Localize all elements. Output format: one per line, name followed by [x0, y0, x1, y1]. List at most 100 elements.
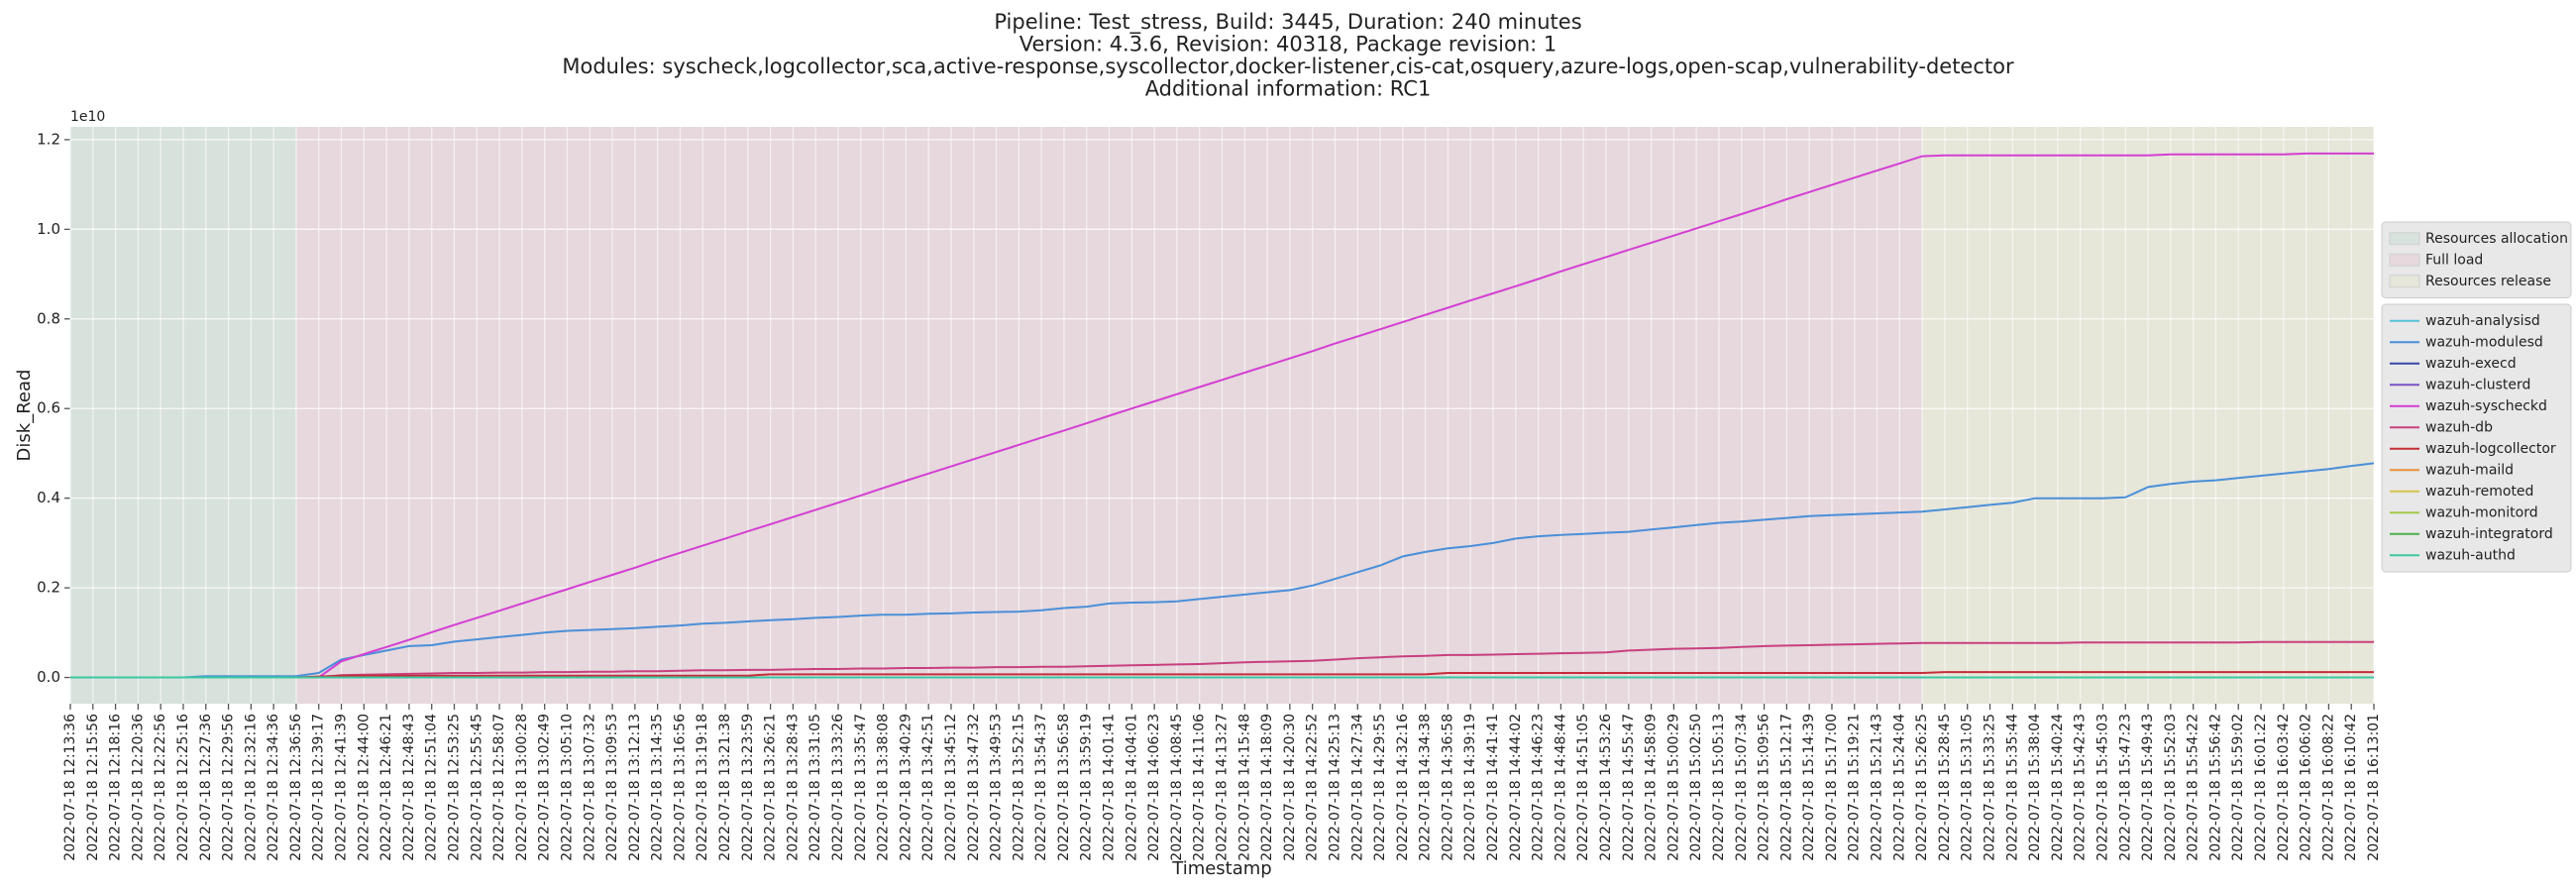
- x-tick-label: 2022-07-18 13:28:43: [785, 714, 801, 861]
- x-tick-label: 2022-07-18 13:16:56: [672, 714, 688, 861]
- x-tick-label: 2022-07-18 14:46:23: [1531, 714, 1547, 861]
- x-tick-label: 2022-07-18 13:19:18: [695, 714, 710, 861]
- x-tick-label: 2022-07-18 15:38:04: [2027, 714, 2043, 861]
- x-tick-label: 2022-07-18 15:07:34: [1734, 714, 1750, 861]
- x-tick-label: 2022-07-18 14:01:41: [1102, 714, 1118, 861]
- x-tick-label: 2022-07-18 14:41:41: [1485, 714, 1501, 861]
- x-tick-label: 2022-07-18 16:13:01: [2366, 714, 2382, 861]
- x-tick-label: 2022-07-18 13:33:26: [830, 714, 846, 861]
- x-tick-label: 2022-07-18 13:54:37: [1033, 714, 1049, 861]
- x-tick-label: 2022-07-18 13:21:38: [717, 714, 733, 861]
- x-tick-label: 2022-07-18 12:22:56: [153, 714, 168, 861]
- x-tick-label: 2022-07-18 15:09:56: [1757, 714, 1772, 861]
- x-tick-label: 2022-07-18 15:56:42: [2207, 714, 2223, 861]
- x-tick-label: 2022-07-18 12:34:36: [266, 714, 281, 861]
- x-tick-label: 2022-07-18 13:00:28: [514, 714, 530, 861]
- x-tick-label: 2022-07-18 15:00:29: [1665, 714, 1681, 861]
- y-tick-label: 0.4: [37, 489, 60, 506]
- x-tick-label: 2022-07-18 14:18:09: [1259, 714, 1275, 861]
- legend-swatch: [2389, 275, 2420, 288]
- x-tick-label: 2022-07-18 14:51:05: [1575, 714, 1591, 861]
- x-tick-label: 2022-07-18 14:27:34: [1349, 714, 1365, 861]
- x-tick-label: 2022-07-18 14:04:01: [1124, 714, 1139, 861]
- chart-title: Version: 4.3.6, Revision: 40318, Package…: [1020, 33, 1557, 56]
- x-tick-label: 2022-07-18 15:14:39: [1801, 714, 1817, 861]
- x-tick-label: 2022-07-18 13:42:51: [920, 714, 936, 861]
- x-tick-label: 2022-07-18 15:28:45: [1937, 714, 1953, 861]
- y-tick-label: 0.6: [37, 399, 60, 417]
- x-tick-label: 2022-07-18 15:26:25: [1914, 714, 1930, 861]
- legend-box: [2381, 221, 2572, 298]
- x-tick-label: 2022-07-18 13:31:05: [807, 714, 823, 861]
- legend-label: wazuh-clusterd: [2425, 377, 2530, 392]
- legend-label: wazuh-execd: [2425, 356, 2517, 372]
- x-tick-label: 2022-07-18 14:20:30: [1282, 714, 1298, 861]
- x-tick-label: 2022-07-18 13:45:12: [943, 714, 959, 861]
- x-tick-label: 2022-07-18 15:45:03: [2094, 714, 2110, 861]
- x-tick-label: 2022-07-18 16:03:42: [2276, 714, 2292, 861]
- x-tick-label: 2022-07-18 14:25:13: [1327, 714, 1342, 861]
- x-tick-label: 2022-07-18 13:26:21: [763, 714, 779, 861]
- legend-label: Resources allocation: [2425, 231, 2568, 247]
- chart-title: Modules: syscheck,logcollector,sca,activ…: [562, 55, 2014, 78]
- x-axis-label: Timestamp: [1171, 858, 1271, 879]
- x-tick-label: 2022-07-18 16:01:22: [2253, 714, 2269, 861]
- x-tick-label: 2022-07-18 14:55:47: [1621, 714, 1637, 861]
- x-tick-label: 2022-07-18 14:32:16: [1395, 714, 1411, 861]
- y-tick-label: 1.2: [37, 130, 60, 148]
- x-tick-label: 2022-07-18 14:15:48: [1236, 714, 1252, 861]
- legend-label: wazuh-remoted: [2425, 484, 2533, 500]
- x-tick-label: 2022-07-18 12:32:16: [243, 714, 259, 861]
- x-tick-label: 2022-07-18 13:05:10: [559, 714, 575, 861]
- x-tick-label: 2022-07-18 12:46:21: [378, 714, 394, 861]
- x-tick-label: 2022-07-18 14:29:55: [1372, 714, 1388, 861]
- legend-label: wazuh-authd: [2425, 547, 2516, 563]
- x-tick-label: 2022-07-18 15:49:43: [2140, 714, 2156, 861]
- y-tick-label: 0.8: [37, 309, 60, 327]
- x-tick-label: 2022-07-18 12:18:16: [108, 714, 124, 861]
- x-tick-label: 2022-07-18 12:55:45: [469, 714, 484, 861]
- x-tick-label: 2022-07-18 12:15:56: [85, 714, 101, 861]
- x-tick-label: 2022-07-18 12:44:00: [356, 714, 372, 861]
- legend-label: wazuh-db: [2425, 419, 2493, 435]
- x-tick-label: 2022-07-18 15:02:50: [1688, 714, 1704, 861]
- legend-label: wazuh-syscheckd: [2425, 398, 2547, 414]
- x-tick-label: 2022-07-18 16:10:42: [2343, 714, 2359, 861]
- x-tick-label: 2022-07-18 15:47:23: [2117, 714, 2133, 861]
- x-tick-label: 2022-07-18 13:12:13: [627, 714, 643, 861]
- legend-label: wazuh-maild: [2425, 462, 2514, 478]
- y-offset-label: 1e10: [70, 109, 105, 125]
- x-tick-label: 2022-07-18 14:34:38: [1418, 714, 1434, 861]
- x-tick-label: 2022-07-18 14:39:19: [1462, 714, 1478, 861]
- x-tick-label: 2022-07-18 14:58:09: [1644, 714, 1660, 861]
- legend-swatch: [2389, 253, 2420, 267]
- x-tick-label: 2022-07-18 12:58:07: [491, 714, 507, 861]
- x-tick-label: 2022-07-18 14:13:27: [1215, 714, 1231, 861]
- y-axis-label: Disk_Read: [14, 370, 35, 462]
- x-tick-label: 2022-07-18 12:29:56: [221, 714, 237, 861]
- x-tick-label: 2022-07-18 13:07:32: [582, 714, 597, 861]
- x-tick-label: 2022-07-18 12:36:56: [288, 714, 304, 861]
- x-tick-label: 2022-07-18 15:21:43: [1870, 714, 1885, 861]
- x-tick-label: 2022-07-18 14:11:06: [1192, 714, 1208, 861]
- x-tick-label: 2022-07-18 15:40:24: [2050, 714, 2066, 861]
- x-tick-label: 2022-07-18 13:23:59: [740, 714, 756, 861]
- x-tick-label: 2022-07-18 15:59:02: [2230, 714, 2246, 861]
- legend-box: [2381, 303, 2572, 573]
- series-line: [70, 671, 2374, 679]
- legend-swatch: [2389, 232, 2420, 246]
- y-tick-label: 0.2: [37, 579, 60, 597]
- x-tick-label: 2022-07-18 13:49:53: [989, 714, 1005, 861]
- x-tick-label: 2022-07-18 14:44:02: [1508, 714, 1524, 861]
- chart-title: Additional information: RC1: [1145, 77, 1432, 101]
- x-tick-label: 2022-07-18 15:12:17: [1778, 714, 1794, 861]
- x-tick-label: 2022-07-18 13:40:29: [898, 714, 913, 861]
- x-tick-label: 2022-07-18 13:56:58: [1056, 714, 1072, 861]
- x-tick-label: 2022-07-18 13:52:15: [1011, 714, 1026, 861]
- x-tick-label: 2022-07-18 14:06:23: [1146, 714, 1162, 861]
- x-tick-label: 2022-07-18 12:13:36: [62, 714, 78, 861]
- legend-label: wazuh-modulesd: [2425, 334, 2543, 350]
- legend-label: wazuh-integratord: [2425, 526, 2553, 542]
- x-tick-label: 2022-07-18 13:09:53: [604, 714, 620, 861]
- x-tick-label: 2022-07-18 13:02:49: [537, 714, 553, 861]
